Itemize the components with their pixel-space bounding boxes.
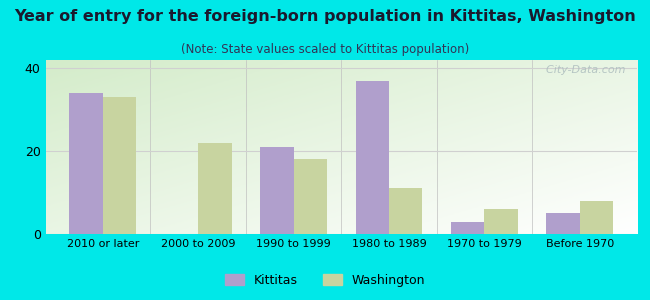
Bar xyxy=(451,222,484,234)
Bar xyxy=(260,147,294,234)
Text: Year of entry for the foreign-born population in Kittitas, Washington: Year of entry for the foreign-born popul… xyxy=(14,9,636,24)
Bar xyxy=(484,209,518,234)
Text: (Note: State values scaled to Kittitas population): (Note: State values scaled to Kittitas p… xyxy=(181,44,469,56)
Bar xyxy=(198,143,231,234)
Bar xyxy=(294,159,327,234)
Bar xyxy=(580,201,613,234)
Bar xyxy=(70,93,103,234)
Legend: Kittitas, Washington: Kittitas, Washington xyxy=(221,270,429,291)
Bar xyxy=(389,188,422,234)
Bar xyxy=(547,213,580,234)
Text: City-Data.com: City-Data.com xyxy=(539,65,625,75)
Bar xyxy=(356,81,389,234)
Bar xyxy=(103,97,136,234)
